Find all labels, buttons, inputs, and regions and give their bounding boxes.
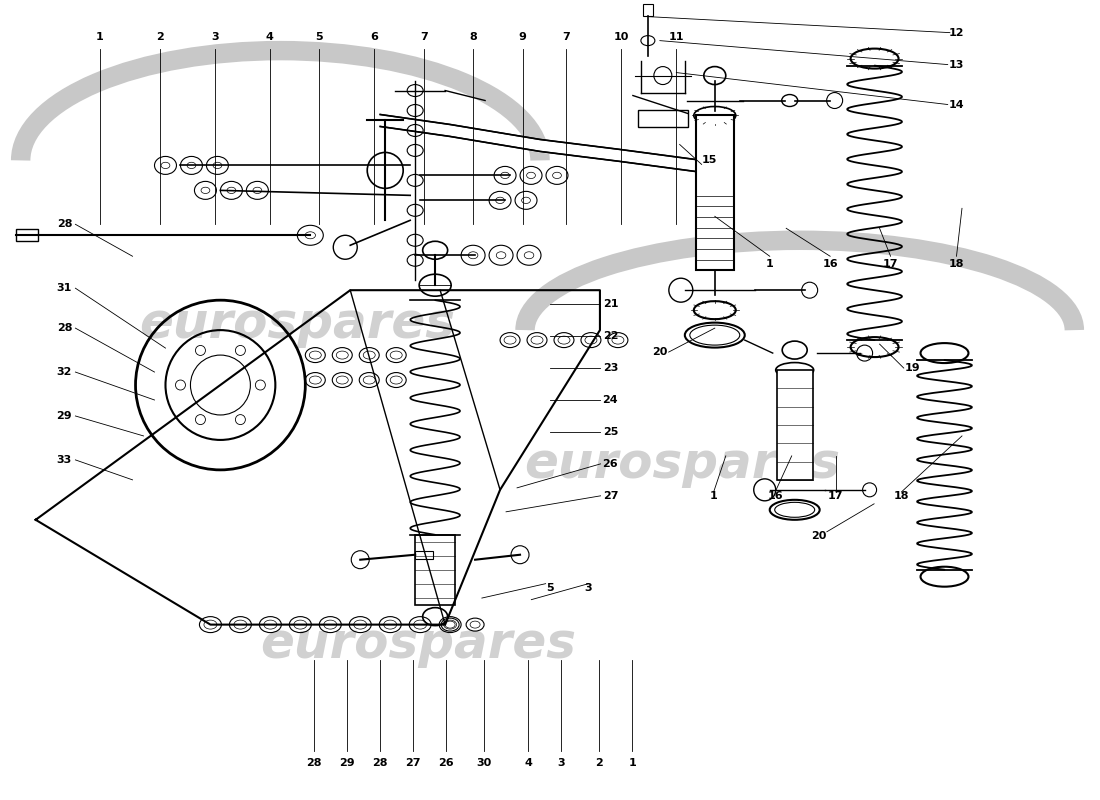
Text: 33: 33: [57, 455, 72, 465]
Text: 25: 25: [603, 427, 618, 437]
Text: 4: 4: [266, 32, 274, 42]
Text: 26: 26: [603, 459, 618, 469]
Text: 20: 20: [812, 530, 827, 541]
Text: 9: 9: [518, 32, 527, 42]
Text: 8: 8: [470, 32, 477, 42]
Text: 3: 3: [584, 582, 592, 593]
Text: 21: 21: [603, 299, 618, 309]
Text: 28: 28: [57, 323, 73, 333]
Text: 31: 31: [57, 283, 73, 293]
Text: 28: 28: [57, 219, 73, 230]
Text: 5: 5: [316, 32, 323, 42]
Text: 1: 1: [710, 491, 717, 501]
Bar: [15, 230, 37, 242]
Bar: [642, 4, 653, 16]
Text: 13: 13: [949, 59, 965, 70]
Text: 27: 27: [405, 758, 420, 768]
Text: 4: 4: [524, 758, 532, 768]
Bar: [415, 550, 433, 558]
Text: eurospares: eurospares: [261, 619, 576, 667]
Text: 29: 29: [56, 411, 73, 421]
Text: 20: 20: [652, 347, 668, 357]
Text: 17: 17: [828, 491, 844, 501]
Text: 7: 7: [420, 32, 428, 42]
Text: 3: 3: [211, 32, 219, 42]
Text: 10: 10: [614, 32, 629, 42]
Text: 16: 16: [768, 491, 783, 501]
Text: 30: 30: [476, 758, 492, 768]
Text: 28: 28: [306, 758, 321, 768]
Text: 15: 15: [702, 155, 717, 166]
Text: 19: 19: [904, 363, 921, 373]
Text: 11: 11: [669, 32, 684, 42]
Bar: [415, 534, 455, 605]
Bar: [777, 370, 813, 480]
Text: 1: 1: [766, 259, 773, 270]
Text: 27: 27: [603, 491, 618, 501]
Text: 2: 2: [595, 758, 603, 768]
Text: 32: 32: [57, 367, 73, 377]
Text: 18: 18: [894, 491, 910, 501]
Text: 12: 12: [948, 28, 965, 38]
Text: 3: 3: [558, 758, 564, 768]
Text: 26: 26: [438, 758, 453, 768]
Text: 6: 6: [371, 32, 378, 42]
Text: 28: 28: [372, 758, 387, 768]
Text: 16: 16: [823, 259, 838, 270]
Bar: [696, 115, 734, 270]
Text: 17: 17: [883, 259, 899, 270]
Text: 18: 18: [948, 259, 965, 270]
Text: 22: 22: [603, 331, 618, 341]
Text: 23: 23: [603, 363, 618, 373]
Bar: [638, 110, 688, 127]
Text: 24: 24: [603, 395, 618, 405]
Text: 1: 1: [628, 758, 636, 768]
Text: 1: 1: [96, 32, 103, 42]
Text: 14: 14: [948, 99, 965, 110]
Text: 29: 29: [339, 758, 354, 768]
Text: 2: 2: [156, 32, 164, 42]
Text: 5: 5: [547, 582, 553, 593]
Text: 7: 7: [562, 32, 571, 42]
Text: eurospares: eurospares: [524, 440, 839, 488]
Text: eurospares: eurospares: [140, 300, 455, 348]
